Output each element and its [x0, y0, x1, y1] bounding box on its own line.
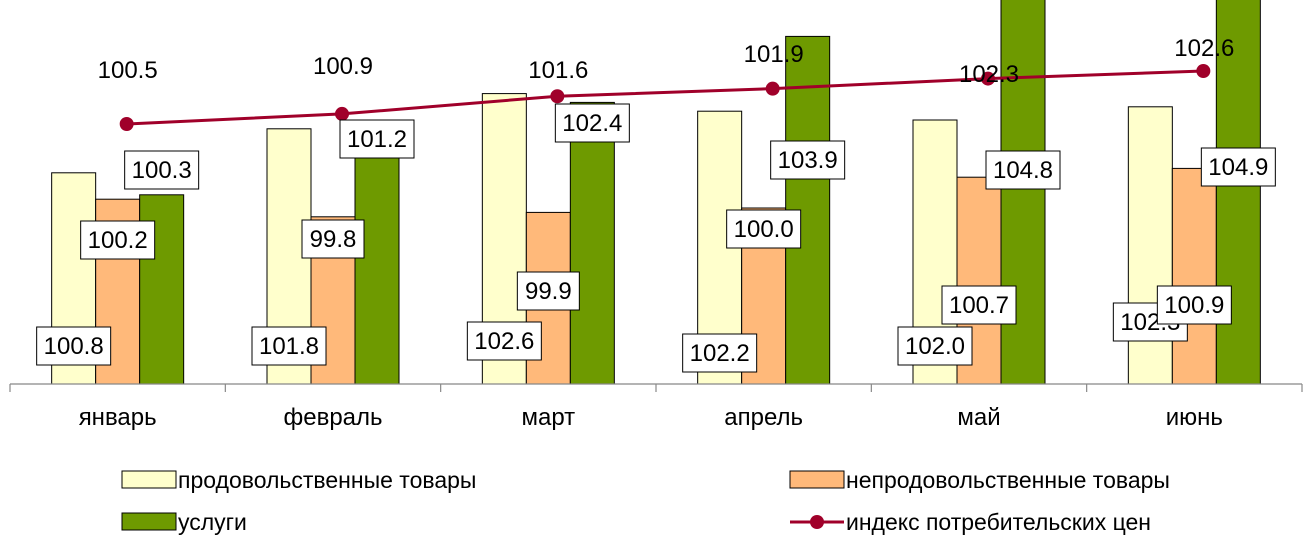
cpi-data-label: 102.3 [959, 61, 1019, 88]
bar-1-6 [1127, 106, 1173, 385]
x-axis: январь февраль март апрель май июнь [9, 383, 1303, 431]
bar-data-label: 100.8 [36, 326, 112, 366]
legend-swatch [121, 470, 177, 489]
cpi-point [1196, 64, 1211, 78]
bar-data-label: 102.6 [466, 321, 542, 361]
bar-data-label: 99.9 [516, 271, 580, 311]
data-label-box [124, 150, 200, 190]
data-label-text: 102.2 [690, 340, 750, 367]
data-label-text: 100.9 [1164, 292, 1224, 319]
x-tick-label: февраль [283, 404, 382, 431]
data-label-text: 103.9 [778, 147, 838, 174]
legend-item-3: услуги [121, 509, 247, 535]
cpi-point [335, 106, 349, 121]
data-label-box [36, 326, 112, 366]
data-label-box [301, 219, 365, 259]
legend-label: индекс потребительских цен [846, 509, 1151, 535]
data-label-box [554, 103, 630, 143]
bar-data-label: 102.0 [897, 326, 973, 366]
data-label-text: 101.8 [259, 333, 319, 360]
x-tick-label: март [521, 404, 575, 431]
data-label-box [941, 285, 1017, 325]
data-label-box [682, 333, 758, 373]
bar-2-6 [1171, 167, 1217, 385]
bar-3-2 [354, 154, 400, 385]
legend-item-1: продовольственные товары [121, 467, 476, 493]
cpi-data-label: 102.6 [1174, 35, 1234, 62]
data-label-text: 101.2 [347, 126, 407, 153]
legend-swatch [121, 512, 177, 531]
data-label-text: 99.9 [525, 278, 572, 305]
data-label-text: 102.0 [905, 333, 965, 360]
bar-data-label: 100.2 [80, 220, 156, 260]
cpi-line-layer [119, 64, 1211, 131]
bar-data-label: 102.2 [682, 333, 758, 373]
legend-item-4: индекс потребительских цен [790, 509, 1151, 535]
legend-label: непродовольственные товары [846, 467, 1170, 493]
legend-label: продовольственные товары [178, 467, 476, 493]
bar-data-label: 102.4 [554, 103, 630, 143]
bar-data-label: 100.0 [726, 209, 802, 249]
data-label-text: 104.8 [993, 157, 1053, 184]
data-label-box [466, 321, 542, 361]
cpi-data-label: 100.5 [98, 57, 158, 84]
data-label-box [985, 150, 1061, 190]
data-label-box [897, 326, 973, 366]
bar-3-3 [569, 101, 615, 385]
data-label-box [251, 326, 327, 366]
legend-item-2: непродовольственные товары [789, 467, 1170, 493]
data-label-text: 100.0 [734, 216, 794, 243]
bar-data-label: 99.8 [301, 219, 365, 259]
data-labels-layer: 100.8 100.2 100.3 101.8 99.8 101.2 102.6 99.9 10… [36, 35, 1276, 373]
bar-data-label: 104.9 [1200, 147, 1276, 187]
data-label-text: 100.8 [44, 333, 104, 360]
x-tick-label: апрель [724, 404, 803, 431]
bar-data-label: 100.9 [1156, 285, 1232, 325]
data-label-text: 100.7 [949, 292, 1009, 319]
bar-data-label: 101.8 [251, 326, 327, 366]
bar-data-label: 104.8 [985, 150, 1061, 190]
bar-data-label: 101.2 [339, 119, 415, 159]
legend-label: услуги [178, 509, 247, 535]
cpi-data-label: 101.6 [528, 57, 588, 84]
data-label-box [770, 140, 846, 180]
data-label-box [1200, 147, 1276, 187]
cpi-data-label: 101.9 [744, 41, 804, 68]
data-label-text: 104.9 [1208, 154, 1268, 181]
legend: продовольственные товары непродовольствен… [121, 467, 1170, 535]
data-label-box [516, 271, 580, 311]
data-label-text: 100.2 [88, 227, 148, 254]
x-tick-label: январь [79, 404, 157, 431]
data-label-text: 100.3 [132, 157, 192, 184]
bar-data-label: 100.7 [941, 285, 1017, 325]
cpi-line [126, 69, 1204, 126]
bar-3-5 [1000, 0, 1046, 385]
cpi-data-label: 100.9 [313, 53, 373, 80]
bars-layer [51, 0, 1261, 385]
data-label-box [339, 119, 415, 159]
data-label-text: 99.8 [310, 226, 357, 253]
cpi-point [981, 71, 995, 86]
x-tick-label: июнь [1166, 404, 1223, 431]
x-tick-label: май [957, 404, 1000, 431]
data-label-box [80, 220, 156, 260]
data-label-text: 102.4 [562, 110, 622, 137]
cpi-point [550, 89, 565, 104]
bar-data-label: 103.9 [770, 140, 846, 180]
bar-data-label: 100.3 [124, 150, 200, 190]
legend-swatch [789, 470, 845, 489]
cpi-point [765, 81, 780, 96]
data-label-box [1156, 285, 1232, 325]
cpi-point [119, 117, 134, 131]
data-label-box [726, 209, 802, 249]
data-label-text: 102.6 [474, 328, 534, 355]
legend-marker [810, 515, 824, 529]
